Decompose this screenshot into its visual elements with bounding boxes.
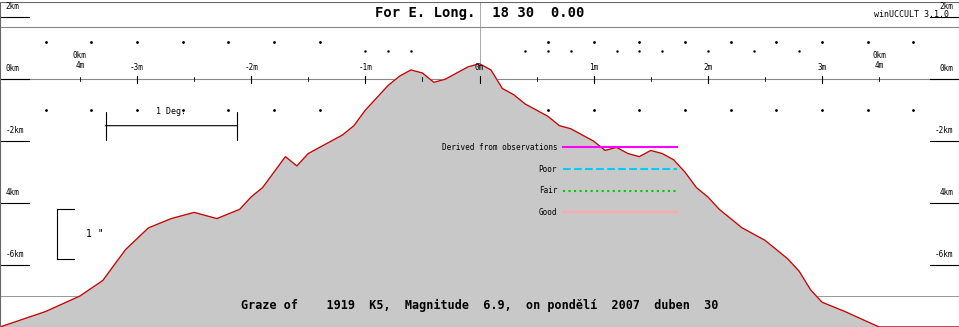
Text: 1 Deg.: 1 Deg. <box>156 107 186 116</box>
Text: 2m: 2m <box>703 63 713 72</box>
Text: -6km: -6km <box>6 250 24 259</box>
Text: -6km: -6km <box>935 250 953 259</box>
Text: 0km: 0km <box>6 64 19 73</box>
Text: Poor: Poor <box>539 164 557 174</box>
Text: 4km: 4km <box>940 188 953 197</box>
Text: 0m: 0m <box>475 63 484 72</box>
Text: -3m: -3m <box>130 63 144 72</box>
Text: 2km: 2km <box>6 2 19 11</box>
Text: Good: Good <box>539 208 557 217</box>
Text: -1m: -1m <box>359 63 372 72</box>
Text: 0km
4m: 0km 4m <box>872 51 886 70</box>
Text: 1 ": 1 " <box>85 229 104 239</box>
Text: winUCCULT 3.1.0: winUCCULT 3.1.0 <box>875 10 949 19</box>
Polygon shape <box>0 64 959 327</box>
Text: Fair: Fair <box>539 186 557 195</box>
Text: Derived from observations: Derived from observations <box>441 143 557 152</box>
Text: 1m: 1m <box>589 63 598 72</box>
Text: -2km: -2km <box>935 126 953 135</box>
Text: 2km: 2km <box>940 2 953 11</box>
Text: 3m: 3m <box>817 63 827 72</box>
Text: -2km: -2km <box>6 126 24 135</box>
Text: 0km: 0km <box>940 64 953 73</box>
Text: 0km
4m: 0km 4m <box>73 51 87 70</box>
Text: -2m: -2m <box>245 63 258 72</box>
Text: For E. Long.  18 30  0.00: For E. Long. 18 30 0.00 <box>375 6 584 20</box>
Text: Graze of    1919  K5,  Magnitude  6.9,  on pondělí  2007  duben  30: Graze of 1919 K5, Magnitude 6.9, on pond… <box>241 299 718 312</box>
Text: 4km: 4km <box>6 188 19 197</box>
